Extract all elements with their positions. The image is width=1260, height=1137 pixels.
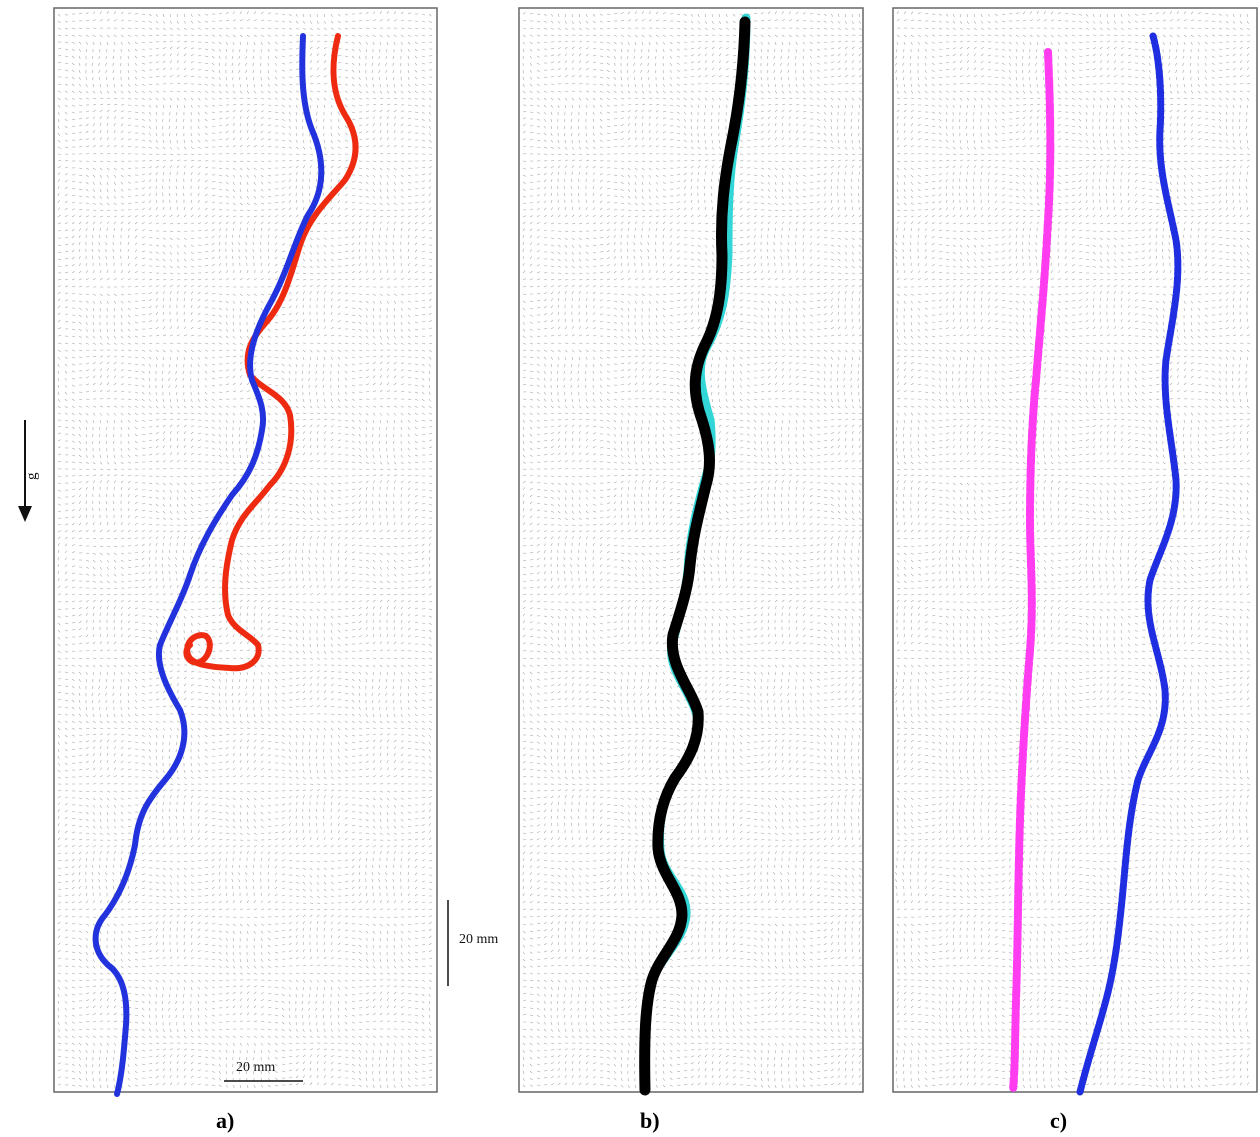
panel-c-vector-field <box>894 11 1251 1089</box>
horizontal-scale-label: 20 mm <box>236 1060 275 1075</box>
panel-a: 20 mm 20 mm g a) <box>18 7 498 1133</box>
panel-c-magenta-trajectory <box>1009 48 1055 1094</box>
panel-c-label: c) <box>1050 1108 1067 1133</box>
vector-field-arrows <box>57 11 433 1089</box>
panel-a-vector-field <box>57 11 433 1089</box>
panel-b-vector-field <box>522 11 863 1089</box>
panel-c: c) <box>892 7 1258 1133</box>
panel-c-blue-trajectory <box>1076 32 1182 1096</box>
panel-b-label: b) <box>640 1108 660 1133</box>
panel-a-frame <box>53 7 438 1093</box>
panel-a-blue-trajectory <box>92 33 325 1097</box>
gravity-indicator: g <box>18 420 40 522</box>
vertical-scale-label: 20 mm <box>459 932 498 947</box>
panel-b-black-trajectory <box>639 16 751 1096</box>
panel-b: b) <box>518 7 864 1133</box>
panel-a-red-trajectory <box>183 33 359 672</box>
vector-field-arrows <box>894 11 1251 1089</box>
panel-c-frame <box>892 7 1258 1093</box>
vector-field-arrows <box>522 11 863 1089</box>
gravity-label: g <box>24 472 40 480</box>
panel-a-label: a) <box>216 1108 234 1133</box>
gravity-arrow-head <box>18 506 32 522</box>
